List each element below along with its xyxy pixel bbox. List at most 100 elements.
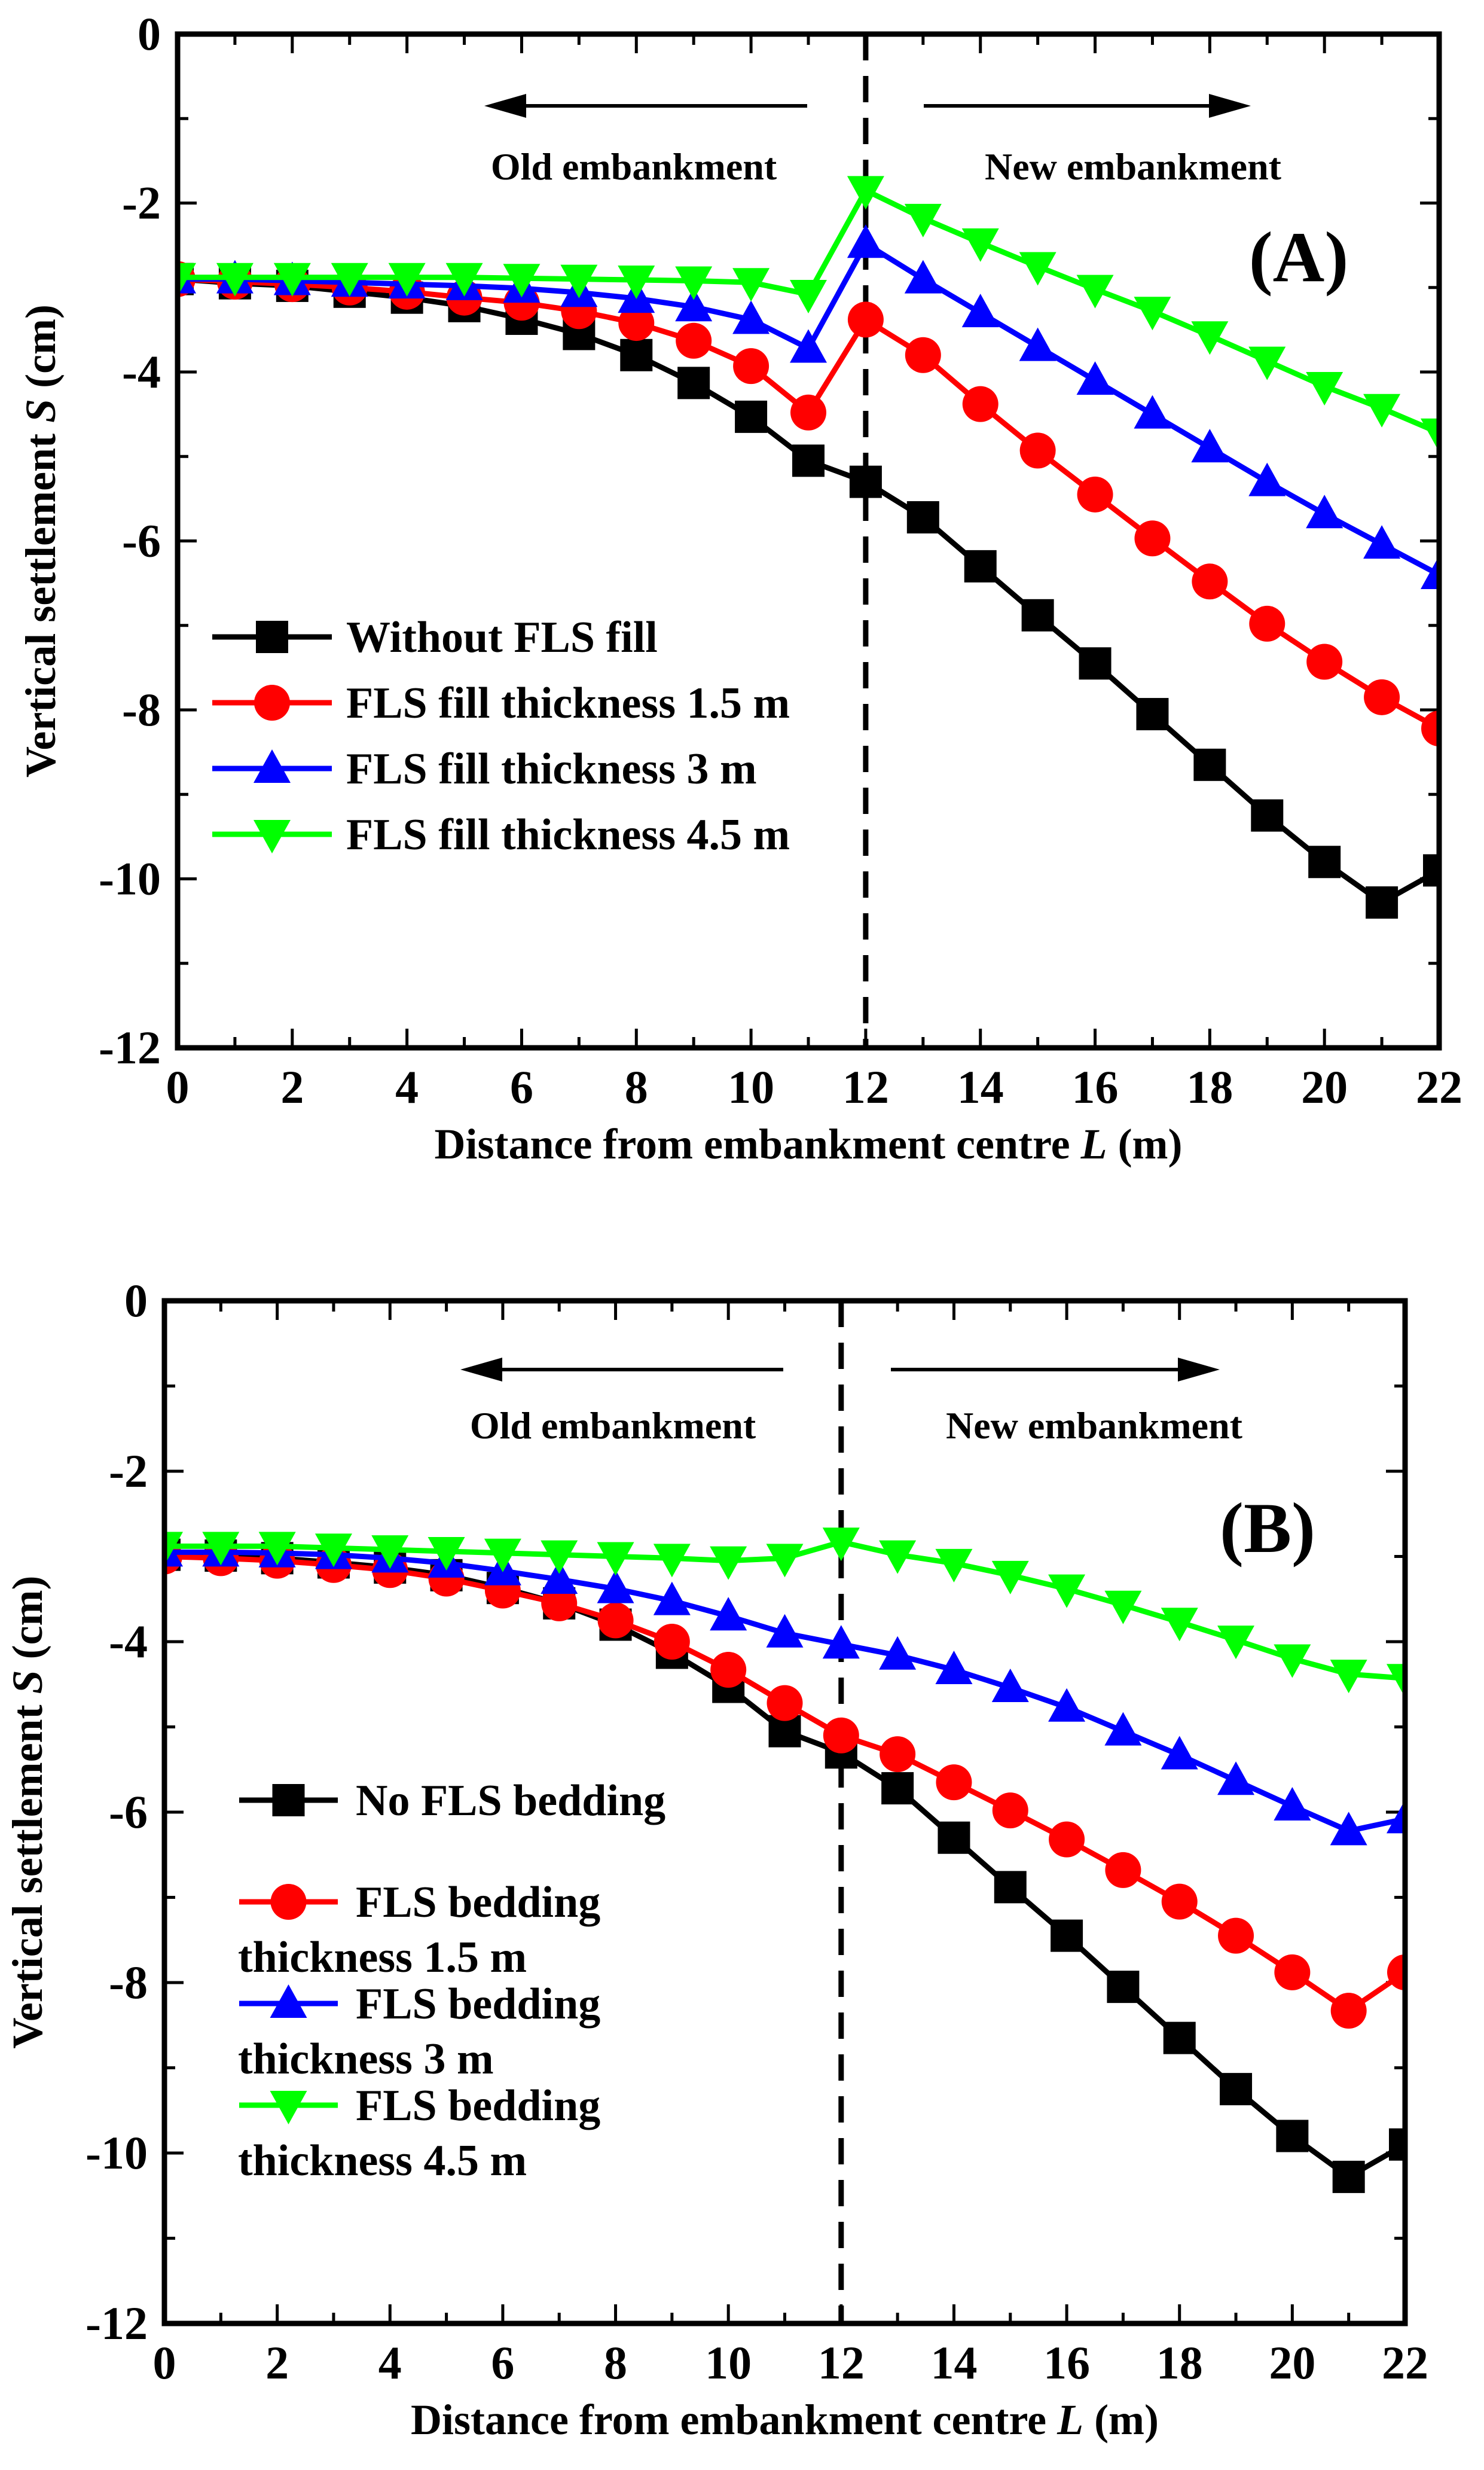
data-point (904, 260, 942, 294)
x-axis-label-unit: (m) (1083, 2396, 1159, 2444)
data-point (881, 1772, 914, 1805)
data-point (710, 1597, 747, 1631)
data-point (258, 1532, 296, 1566)
y-axis-label-variable: S (17, 399, 65, 423)
x-axis-label-variable: L (1080, 1120, 1107, 1168)
data-point (1104, 1712, 1142, 1746)
data-point (164, 1532, 183, 1566)
y-axis-label-unit: (cm) (4, 1575, 51, 1670)
data-point (766, 1614, 804, 1648)
data-point (503, 264, 541, 298)
data-point (675, 288, 713, 322)
direction-arrows (460, 1358, 1220, 1382)
data-point (677, 367, 710, 400)
data-point (560, 264, 598, 298)
data-point (1308, 846, 1341, 879)
data-point (994, 1871, 1027, 1904)
legend-marker (270, 1884, 307, 1920)
y-axis-label: Vertical settlement S (cm) (4, 1575, 51, 2048)
data-point (735, 400, 768, 433)
y-tick-label: -8 (109, 1956, 148, 2008)
data-point (273, 263, 311, 297)
data-point (445, 263, 483, 297)
series-0 (178, 263, 1439, 919)
data-point (710, 1652, 747, 1688)
data-point (790, 329, 827, 363)
data-point (618, 266, 655, 300)
data-point (1421, 710, 1439, 747)
data-point (767, 1685, 803, 1721)
panel-a: 0 2 4 6 8 10 12 14 16 18 20 22 0 -2 -4 -6 -8 -10 -12 Distan… (17, 8, 1462, 1168)
data-point (1274, 1954, 1311, 1990)
data-point (847, 224, 884, 258)
data-point (1306, 372, 1343, 406)
old-embankment-label: Old embankment (491, 145, 777, 188)
data-point (1076, 275, 1114, 309)
legend-entry: FLS fill thickness 3 m (346, 745, 757, 794)
data-point (847, 301, 884, 338)
data-point (1104, 1590, 1142, 1624)
data-point (1248, 462, 1286, 496)
data-point (766, 1544, 804, 1578)
legend-entry: FLS bedding (356, 1980, 600, 2029)
data-point (1248, 346, 1286, 380)
x-tick-label: 2 (280, 1061, 304, 1113)
direction-arrows (484, 94, 1251, 118)
data-point (541, 1540, 578, 1574)
data-point (216, 263, 254, 297)
data-point (1163, 2021, 1196, 2054)
y-tick-label: -12 (99, 1021, 161, 1074)
data-point (1217, 1761, 1255, 1795)
legend-marker (270, 2091, 307, 2124)
data-point (314, 1533, 352, 1568)
data-point (1366, 886, 1398, 919)
data-point (1191, 321, 1229, 355)
x-tick-label: 4 (378, 2337, 402, 2389)
data-point (653, 1544, 691, 1578)
data-point (1274, 1644, 1311, 1678)
data-point (964, 550, 997, 583)
data-point (428, 1536, 465, 1571)
data-point (936, 1764, 972, 1801)
y-tick-label: -4 (109, 1615, 148, 1667)
data-point (1077, 476, 1113, 513)
data-point (732, 268, 770, 302)
data-point (1220, 2073, 1253, 2106)
legend-entry-continued: thickness 3 m (238, 2035, 494, 2084)
series-line (178, 276, 1439, 905)
panel-label: (B) (1220, 1488, 1315, 1568)
legend-marker (254, 749, 291, 783)
y-tick-label: -2 (122, 177, 161, 229)
y-tick-label: 0 (138, 8, 161, 60)
data-point (618, 305, 655, 341)
x-axis-label-text: Distance from embankment centre (411, 2396, 1057, 2444)
x-tick-label: 18 (1186, 1061, 1233, 1113)
x-tick-label: 14 (957, 1061, 1004, 1113)
data-point (1021, 599, 1054, 632)
x-tick-label: 14 (930, 2337, 977, 2389)
data-point (1249, 605, 1285, 642)
data-point (1332, 2160, 1365, 2193)
data-point (597, 1602, 634, 1639)
data-point (961, 228, 999, 262)
x-tick-label: 18 (1156, 2337, 1203, 2389)
data-point (823, 1717, 859, 1754)
data-point (792, 444, 825, 477)
data-point (331, 263, 368, 297)
legend-entry: Without FLS fill (346, 613, 658, 662)
data-point (597, 1569, 634, 1603)
panel-b: 0 2 4 6 8 10 12 14 16 18 20 22 0 -2 -4 -6 -8 -10 -12 Distan… (4, 1274, 1428, 2444)
legend: Without FLS fill FLS fill thickness 1.5 m… (212, 613, 790, 859)
data-point (1136, 698, 1169, 731)
legend-entry-continued: thickness 4.5 m (238, 2136, 527, 2185)
data-point (938, 1821, 970, 1854)
new-embankment-label: New embankment (985, 145, 1282, 188)
data-point (1107, 1971, 1140, 2004)
new-arrow-head (1209, 94, 1251, 118)
data-point (1387, 1664, 1405, 1698)
x-tick-label: 16 (1072, 1061, 1119, 1113)
legend-marker (256, 621, 288, 653)
legend-marker (254, 685, 290, 721)
data-point (1218, 1917, 1254, 1954)
